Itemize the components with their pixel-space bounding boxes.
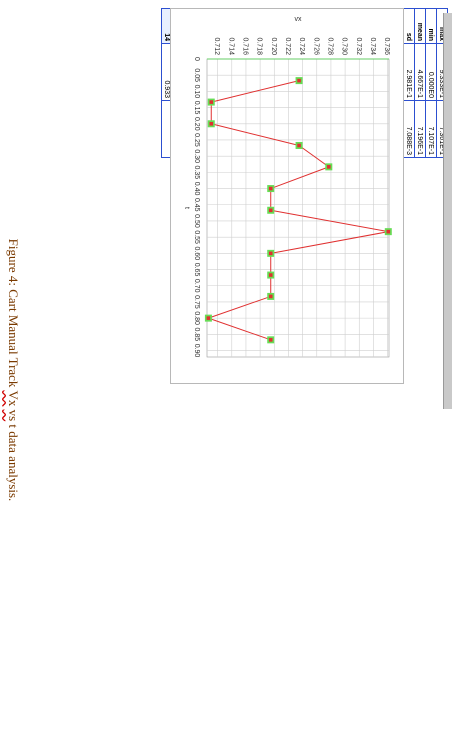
y-tick-label: 0.732	[355, 37, 362, 55]
data-table-panel: max 9.333E-1 7.361E-1 min 0.000E0 7.107E-1 mea…	[161, 8, 452, 409]
series-line-segment	[270, 209, 389, 233]
data-point	[297, 143, 301, 148]
x-tick-label: 0.25	[193, 133, 200, 147]
data-point	[268, 294, 273, 299]
stat-value: 7.107E-1	[425, 100, 437, 158]
x-tick-label: 0.70	[193, 279, 200, 293]
y-tick-label: 0.728	[326, 37, 333, 55]
series-line-segment	[270, 166, 329, 190]
x-tick-label: 0	[193, 57, 200, 61]
data-point	[386, 229, 391, 234]
data-point	[206, 316, 211, 320]
stat-value: 2.981E-1	[403, 43, 415, 101]
y-tick-label: 0.720	[270, 37, 277, 55]
data-point	[268, 186, 273, 191]
caption-term-vs: vs	[6, 409, 21, 422]
x-tick-label: 0.85	[193, 328, 200, 342]
y-tick-label: 0.736	[383, 37, 390, 55]
y-tick-label: 0.726	[312, 37, 319, 55]
data-point	[209, 100, 214, 104]
series-line-segment	[211, 123, 300, 146]
series-line-segment	[211, 80, 300, 103]
caption-suffix: t data analysis.	[6, 421, 21, 502]
y-tick-label: 0.712	[213, 37, 220, 55]
y-tick-label: 0.734	[369, 37, 376, 55]
y-tick-label: 0.714	[227, 37, 234, 55]
x-tick-label: 0.55	[193, 230, 200, 244]
y-tick-label: 0.718	[256, 37, 263, 55]
figure-caption: Figure 4: Cart Manual Track Vx vs t data…	[5, 0, 21, 740]
plot-panel[interactable]: 0 0.05 0.10 0.15 0.20 0.25 0.30 0.35 0.40 0.45 0.5…	[170, 8, 404, 384]
data-point	[268, 208, 273, 213]
x-tick-label: 0.30	[193, 149, 200, 163]
vx-vs-t-chart: 0 0.05 0.10 0.15 0.20 0.25 0.30 0.35 0.40 0.45 0.5…	[183, 16, 392, 358]
stat-value: 0.000E0	[425, 43, 437, 101]
data-point	[209, 121, 214, 126]
data-point	[268, 338, 273, 342]
x-tick-label: 0.80	[193, 311, 200, 325]
y-tick-label: 0.716	[241, 37, 248, 55]
stat-value: 7.196E-1	[414, 100, 426, 158]
x-tick-label: 0.40	[193, 182, 200, 196]
data-point	[327, 165, 331, 169]
y-axis-label: vx	[295, 16, 303, 23]
x-tick-label: 0.90	[193, 344, 200, 358]
data-point	[297, 78, 301, 83]
x-tick-label: 0.75	[193, 295, 200, 309]
x-tick-label: 0.65	[193, 263, 200, 277]
series-line-segment	[208, 317, 271, 341]
stat-label: min	[425, 8, 437, 44]
series-line-segment	[208, 295, 271, 319]
x-tick-label: 0.45	[193, 198, 200, 212]
x-axis-label: t	[183, 207, 190, 209]
y-tick-label: 0.730	[341, 37, 348, 55]
series-line-segment	[298, 145, 330, 168]
series-line-segment	[270, 231, 389, 254]
stat-label: sd	[403, 8, 415, 44]
caption-prefix: Figure 4: Cart Manual Track	[6, 238, 21, 391]
table-row[interactable]: mean 4.667E-1 7.196E-1	[414, 8, 426, 158]
table-row[interactable]: sd 2.981E-1 7.088E-3	[403, 8, 415, 158]
splitter-bar[interactable]	[443, 13, 452, 409]
plot-area	[206, 58, 390, 358]
data-point	[268, 251, 273, 256]
x-tick-label: 0.20	[193, 117, 200, 131]
x-tick-label: 0.35	[193, 166, 200, 180]
stat-label: mean	[414, 8, 426, 44]
y-tick-label: 0.722	[284, 37, 291, 55]
x-tick-label: 0.15	[193, 101, 200, 115]
x-tick-label: 0.05	[193, 68, 200, 82]
x-tick-label: 0.50	[193, 214, 200, 228]
x-tick-label: 0.60	[193, 247, 200, 261]
data-point	[268, 273, 273, 277]
x-tick-label: 0.10	[193, 85, 200, 99]
table-row[interactable]: min 0.000E0 7.107E-1	[425, 8, 437, 158]
stat-value: 4.667E-1	[414, 43, 426, 101]
caption-term-vx: Vx	[6, 390, 21, 407]
y-tick-label: 0.724	[298, 37, 305, 55]
stat-value: 7.088E-3	[403, 100, 415, 158]
